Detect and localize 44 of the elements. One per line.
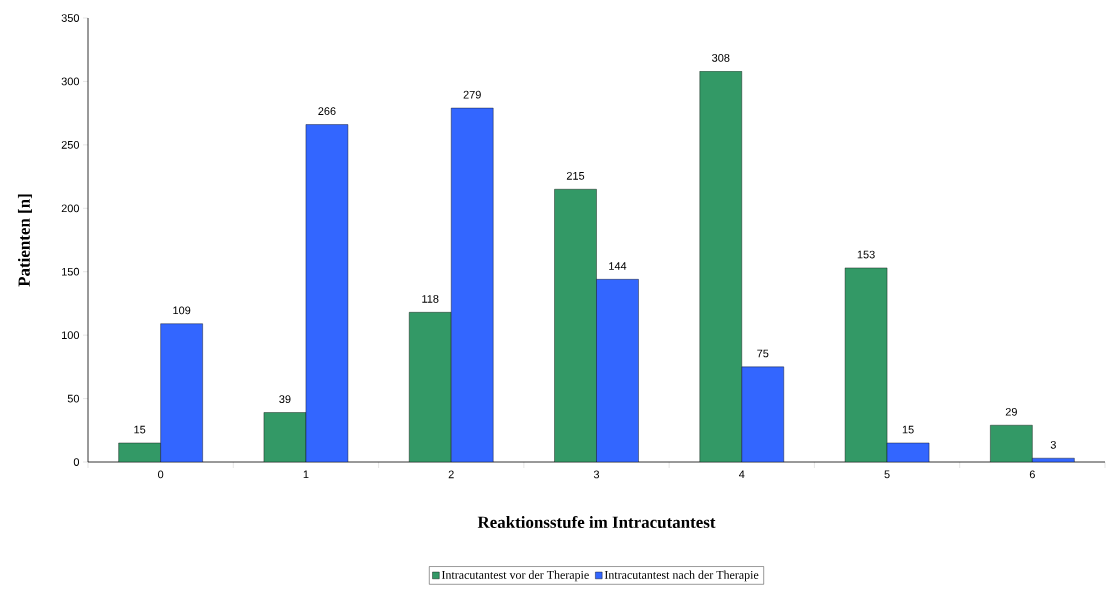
x-tick-label: 4 xyxy=(738,470,745,479)
data-label: 144 xyxy=(609,262,627,270)
data-label: 118 xyxy=(422,295,439,303)
x-tick-label: 2 xyxy=(448,470,454,479)
bar xyxy=(554,189,597,462)
data-label: 29 xyxy=(1005,407,1017,416)
data-label: 3 xyxy=(1050,440,1056,449)
bar xyxy=(741,366,784,462)
x-axis-title: Reaktionsstufe im Intracutantest xyxy=(477,515,716,528)
data-label: 215 xyxy=(566,171,585,180)
data-label: 15 xyxy=(134,425,146,434)
bar xyxy=(699,71,742,462)
legend-label: Intracutantest nach der Therapie xyxy=(604,570,759,582)
y-tick-label: 100 xyxy=(62,331,80,340)
y-tick-label: 150 xyxy=(62,267,80,276)
legend-label: Intracutantest vor der Therapie xyxy=(441,570,589,582)
data-label: 153 xyxy=(857,250,875,259)
y-tick-label: 50 xyxy=(67,394,80,403)
y-tick-label: 350 xyxy=(61,14,80,22)
bar xyxy=(451,107,494,462)
data-label: 39 xyxy=(279,395,291,404)
y-tick-label: 0 xyxy=(73,458,80,466)
data-label: 279 xyxy=(463,90,481,99)
data-label: 308 xyxy=(712,54,730,62)
y-tick-label: 250 xyxy=(61,140,80,149)
x-tick-label: 5 xyxy=(884,470,890,479)
y-tick-label: 200 xyxy=(61,204,80,213)
y-tick-label: 300 xyxy=(61,77,80,86)
y-axis-title: Patienten [n] xyxy=(17,194,32,287)
data-label: 15 xyxy=(902,425,914,434)
x-tick-label: 1 xyxy=(303,470,309,479)
bar xyxy=(990,425,1033,462)
data-label: 266 xyxy=(318,107,336,116)
x-tick-label: 0 xyxy=(158,470,164,479)
bar xyxy=(409,312,452,462)
x-tick-label: 6 xyxy=(1029,470,1035,479)
bar xyxy=(844,267,888,462)
bar xyxy=(160,323,203,462)
bar xyxy=(596,279,639,462)
x-tick-label: 3 xyxy=(593,470,600,479)
bar xyxy=(263,412,307,462)
data-label: 109 xyxy=(173,306,191,315)
bar xyxy=(305,124,349,462)
data-label: 75 xyxy=(757,349,769,358)
